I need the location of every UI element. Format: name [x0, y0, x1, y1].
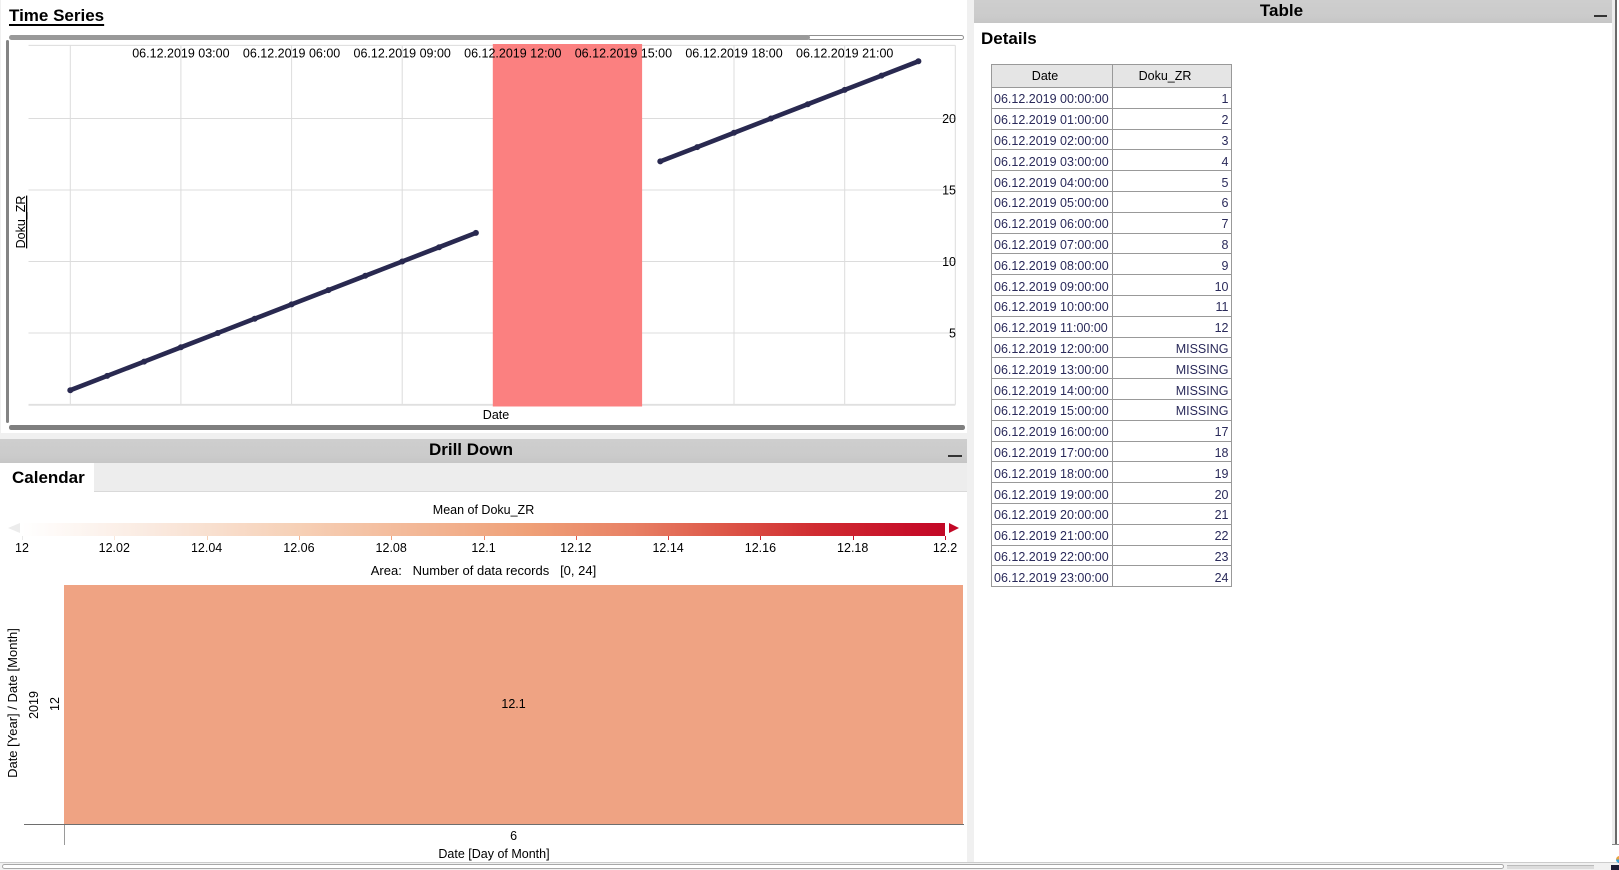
- svg-text:06.12.2019 18:00: 06.12.2019 18:00: [685, 47, 782, 61]
- svg-text:06.12.2019 21:00: 06.12.2019 21:00: [796, 47, 893, 61]
- svg-text:20: 20: [942, 112, 956, 126]
- svg-text:06.12.2019 03:00: 06.12.2019 03:00: [132, 47, 229, 61]
- svg-text:5: 5: [949, 327, 956, 341]
- svg-text:Date: Date: [483, 408, 509, 422]
- svg-text:Doku_ZR: Doku_ZR: [14, 196, 28, 249]
- svg-text:06.12.2019 09:00: 06.12.2019 09:00: [354, 47, 451, 61]
- svg-text:06.12.2019 06:00: 06.12.2019 06:00: [243, 47, 340, 61]
- svg-text:06.12.2019 12:00: 06.12.2019 12:00: [464, 47, 561, 61]
- svg-text:10: 10: [942, 255, 956, 269]
- svg-text:15: 15: [942, 184, 956, 198]
- svg-text:06.12.2019 15:00: 06.12.2019 15:00: [575, 47, 672, 61]
